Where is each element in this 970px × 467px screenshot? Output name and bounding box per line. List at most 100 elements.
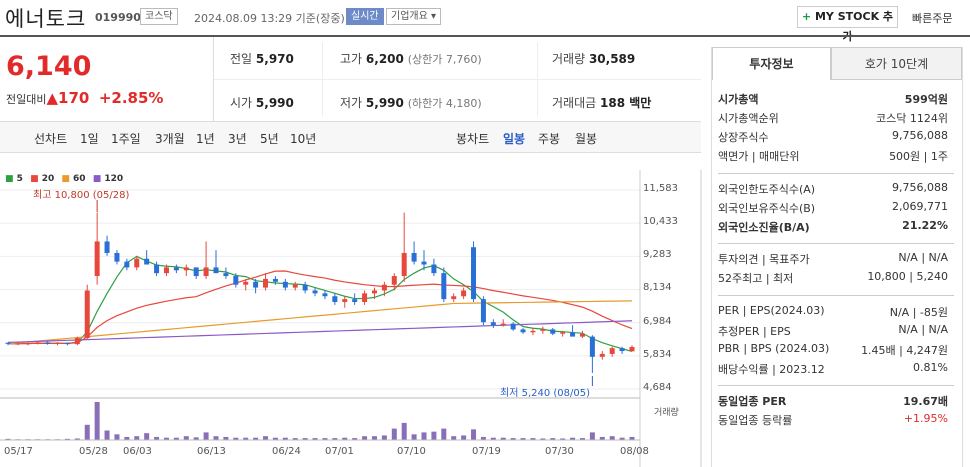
ma120-line bbox=[7, 320, 633, 343]
candle-body bbox=[421, 261, 427, 265]
candle-body bbox=[312, 290, 318, 294]
candle-body bbox=[381, 284, 387, 291]
candle-body bbox=[35, 342, 41, 344]
candle-body bbox=[411, 252, 417, 262]
volume-bar bbox=[401, 422, 407, 440]
min-label: 최저 5,240 (08/05) bbox=[500, 388, 591, 399]
volume-bar bbox=[342, 437, 348, 440]
tab-10y[interactable]: 10년 bbox=[290, 132, 317, 146]
candle-body bbox=[64, 342, 70, 345]
info-label: 배당수익률 | 2023.12 bbox=[718, 363, 825, 376]
candle-body bbox=[183, 267, 189, 271]
info-value: 19.67배 bbox=[903, 395, 948, 408]
volume-bar bbox=[599, 436, 605, 440]
volume-bar bbox=[203, 432, 209, 440]
chart-period-tabs: 선차트 1일 1주일 3개월 1년 3년 5년 10년 봉차트 일봉 주봉 월봉 bbox=[0, 121, 701, 153]
volume-bar bbox=[421, 432, 427, 440]
tab-3y[interactable]: 3년 bbox=[228, 132, 247, 146]
quick-order-button[interactable]: 빠른주문 bbox=[912, 12, 953, 25]
volume-bar bbox=[480, 436, 486, 440]
tab-1y[interactable]: 1년 bbox=[196, 132, 215, 146]
volume: 거래량 30,589 bbox=[552, 52, 636, 66]
volume-bar bbox=[520, 438, 526, 440]
info-row: 외국인보유주식수(B) 2,069,771 bbox=[718, 200, 954, 216]
volume-bar bbox=[64, 438, 70, 440]
y-tick-label: 4,684 bbox=[643, 382, 672, 393]
volume-bar bbox=[352, 438, 358, 440]
candle-body bbox=[362, 293, 368, 303]
volume-bar bbox=[263, 436, 269, 440]
volume-bar bbox=[391, 428, 397, 440]
tab-weekly[interactable]: 주봉 bbox=[538, 132, 561, 146]
volume-bar bbox=[451, 436, 457, 440]
volume-bar bbox=[282, 437, 288, 440]
volume-bar bbox=[471, 429, 477, 440]
my-stock-button[interactable]: + MY STOCK 추가 bbox=[797, 6, 898, 43]
volume-bar bbox=[84, 424, 90, 440]
candle-body bbox=[282, 281, 288, 288]
volume-bar bbox=[233, 437, 239, 440]
info-row: 액면가 | 매매단위 500원 | 1주 bbox=[718, 148, 954, 164]
legend-120: 120 bbox=[104, 174, 124, 184]
change-percent: +2.85% bbox=[98, 89, 164, 107]
volume-bar bbox=[461, 435, 467, 440]
volume-bar bbox=[114, 434, 120, 440]
volume-bar bbox=[5, 438, 11, 440]
info-panel: 투자정보 호가 10단계 시가총액 599억원 시가총액순위 코스닥 1124위 상장주… bbox=[712, 47, 962, 467]
info-value: 2,069,771 bbox=[892, 200, 948, 213]
volume-bar bbox=[302, 438, 308, 440]
candlestick-chart[interactable] bbox=[0, 170, 702, 467]
candle-body bbox=[263, 278, 269, 288]
candle-body bbox=[203, 267, 209, 277]
volume-bar bbox=[183, 436, 189, 440]
realtime-badge[interactable]: 실시간 bbox=[346, 8, 384, 25]
volume-bar bbox=[332, 438, 338, 440]
candle-body bbox=[530, 330, 536, 333]
volume-bar bbox=[173, 437, 179, 440]
volume-bar bbox=[609, 436, 615, 440]
open-price: 시가 5,990 bbox=[230, 96, 294, 110]
candle-body bbox=[490, 322, 496, 326]
info-label: 동일업종 등락률 bbox=[718, 414, 793, 427]
datetime: 2024.08.09 13:29 기준(장중) bbox=[194, 12, 345, 25]
stock-name: 에너토크 bbox=[5, 7, 87, 31]
info-value: 1.45배 | 4,247원 bbox=[861, 344, 948, 357]
candle-body bbox=[431, 264, 437, 274]
candle-body bbox=[441, 273, 447, 300]
candle-body bbox=[609, 348, 615, 354]
info-label: 동일업종 PER bbox=[718, 395, 787, 408]
tab-orderbook-10[interactable]: 호가 10단계 bbox=[831, 47, 962, 80]
candle-body bbox=[540, 329, 546, 331]
candle-body bbox=[5, 342, 11, 344]
tab-monthly[interactable]: 월봉 bbox=[575, 132, 598, 146]
ma5-line bbox=[7, 255, 633, 352]
tab-1d[interactable]: 1일 bbox=[80, 132, 99, 146]
tab-5y[interactable]: 5년 bbox=[260, 132, 279, 146]
legend-20: 20 bbox=[41, 174, 55, 184]
volume-bar bbox=[570, 437, 576, 440]
candle-body bbox=[193, 267, 199, 277]
tab-daily[interactable]: 일봉 bbox=[503, 132, 526, 146]
info-label: 상장주식수 bbox=[718, 131, 769, 144]
volume-bar bbox=[213, 436, 219, 440]
info-value: N/A | N/A bbox=[898, 251, 948, 264]
tab-1w[interactable]: 1주일 bbox=[111, 132, 141, 146]
tab-investment-info[interactable]: 투자정보 bbox=[712, 47, 831, 80]
volume-bar bbox=[579, 438, 585, 440]
company-info-button[interactable]: 기업개요 ▾ bbox=[386, 8, 441, 25]
candle-body bbox=[371, 290, 377, 294]
candle-body bbox=[451, 296, 457, 300]
info-label: 시가총액순위 bbox=[718, 112, 779, 125]
candle-body bbox=[560, 332, 566, 334]
candle-body bbox=[213, 267, 219, 274]
volume-bar bbox=[163, 437, 169, 440]
y-tick-label: 6,984 bbox=[643, 315, 672, 327]
info-label: 외국인한도주식수(A) bbox=[718, 183, 816, 196]
volume-bar bbox=[619, 437, 625, 440]
tab-3m[interactable]: 3개월 bbox=[155, 132, 185, 146]
info-label: PBR | BPS (2024.03) bbox=[718, 342, 830, 355]
candle-body bbox=[629, 347, 635, 352]
volume-bar bbox=[629, 436, 635, 440]
x-tick-label: 06/24 bbox=[272, 446, 301, 457]
change-row: 전일대비▲170 +2.85% bbox=[6, 89, 163, 107]
